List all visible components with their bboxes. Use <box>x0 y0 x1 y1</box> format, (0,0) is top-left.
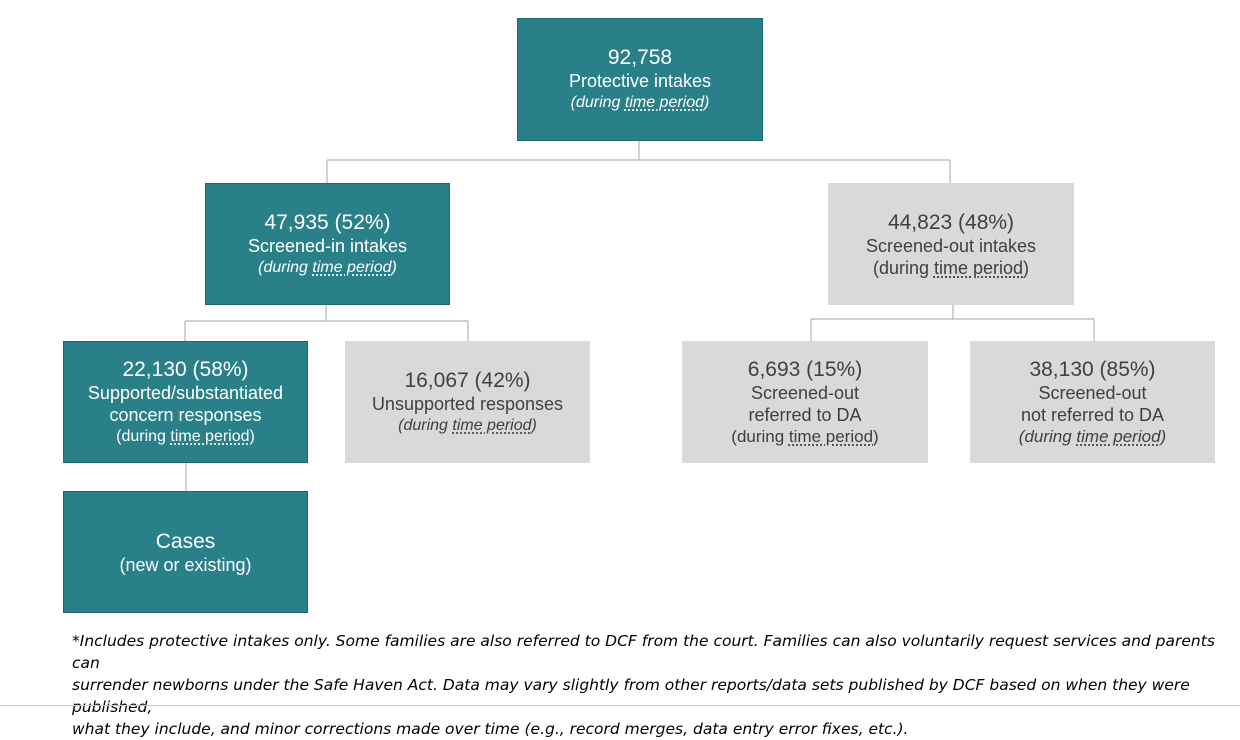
referred-da-count: 6,693 (15%) <box>747 357 863 381</box>
supported-count: 22,130 (58%) <box>122 357 249 381</box>
protective-intakes-period: (during time period) <box>570 94 710 111</box>
protective-intakes-label: Protective intakes <box>568 71 712 91</box>
connector-screened-out <box>810 305 1095 341</box>
not-referred-da-period: (during time period) <box>1018 426 1167 446</box>
protective-intakes-box: 92,758 Protective intakes (during time p… <box>517 18 763 141</box>
screened-in-period: (during time period) <box>258 258 397 276</box>
footnote-line-2: surrender newborns under the Safe Haven … <box>72 676 1190 716</box>
unsupported-box: 16,067 (42%) Unsupported responses (duri… <box>345 341 590 463</box>
screened-in-count: 47,935 (52%) <box>264 210 391 234</box>
supported-label-line1: Supported/substantiated <box>87 382 284 403</box>
referred-da-box: 6,693 (15%) Screened-out referred to DA … <box>682 341 928 463</box>
screened-out-period: (during time period) <box>872 257 1030 278</box>
screened-out-box: 44,823 (48%) Screened-out intakes (durin… <box>828 183 1074 305</box>
cases-label: Cases <box>155 529 216 553</box>
connector-lines <box>184 141 1095 491</box>
screened-in-box: 47,935 (52%) Screened-in intakes (during… <box>205 183 450 305</box>
not-referred-da-label-line1: Screened-out <box>1038 382 1147 403</box>
referred-da-period: (during time period) <box>731 426 879 446</box>
footnote-line-3: what they include, and minor corrections… <box>72 720 909 738</box>
supported-period: (during time period) <box>116 427 255 445</box>
screened-out-count: 44,823 (48%) <box>887 210 1015 234</box>
supported-box: 22,130 (58%) Supported/substantiated con… <box>63 341 308 463</box>
not-referred-da-count: 38,130 (85%) <box>1029 357 1156 381</box>
connector-screened-in <box>184 305 469 341</box>
unsupported-period: (during time period) <box>398 416 537 434</box>
referred-da-label-line2: referred to DA <box>748 404 862 425</box>
cases-sublabel: (new or existing) <box>119 554 252 575</box>
footnote: *Includes protective intakes only. Some … <box>72 630 1222 740</box>
connector-root <box>326 141 951 183</box>
bottom-divider <box>0 705 1240 706</box>
protective-intakes-count: 92,758 <box>607 46 673 69</box>
unsupported-count: 16,067 (42%) <box>404 368 531 392</box>
screened-in-label: Screened-in intakes <box>247 235 408 256</box>
not-referred-da-box: 38,130 (85%) Screened-out not referred t… <box>970 341 1215 463</box>
cases-box: Cases (new or existing) <box>63 491 308 613</box>
referred-da-label-line1: Screened-out <box>750 382 860 403</box>
supported-label-line2: concern responses <box>109 404 262 425</box>
not-referred-da-label-line2: not referred to DA <box>1020 404 1165 425</box>
unsupported-label: Unsupported responses <box>371 393 564 414</box>
screened-out-label: Screened-out intakes <box>865 235 1037 256</box>
footnote-line-1: *Includes protective intakes only. Some … <box>72 632 1215 672</box>
